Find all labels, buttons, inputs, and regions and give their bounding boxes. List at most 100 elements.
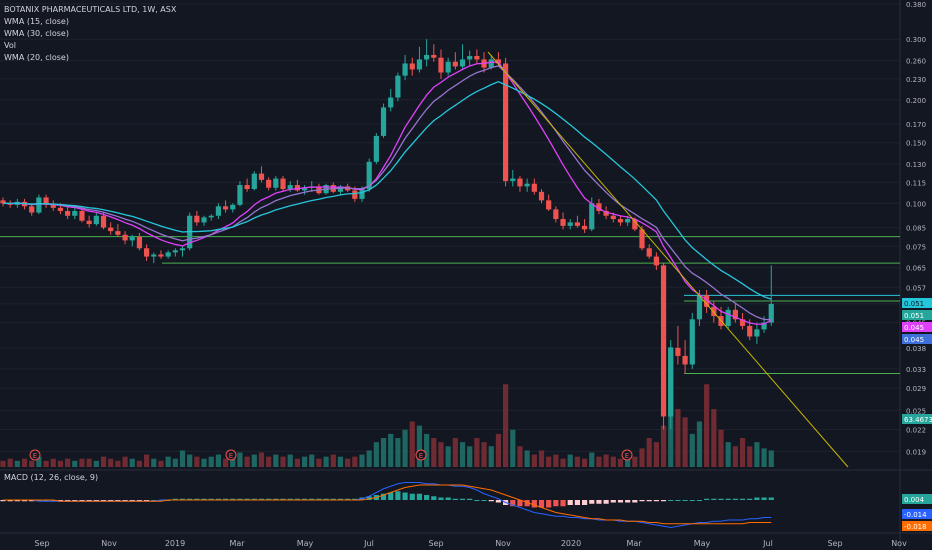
volume-bar [660,425,667,467]
price-tick-label: 0.115 [906,179,926,187]
volume-bar [122,456,128,467]
macd-histogram-bar [732,498,738,500]
earnings-marker-label: E [419,452,423,460]
candle-body [747,325,753,337]
candle-body [739,319,746,326]
candle-body [129,236,135,241]
macd-histogram-bar [337,498,344,500]
volume-bar [560,458,566,467]
volume-bar [524,450,530,467]
legend-wma15[interactable]: WMA (15, close) [4,17,69,26]
price-tick-label: 0.380 [906,1,926,9]
candle-body [668,347,674,417]
macd-histogram-bar [567,500,573,505]
candle-body [208,215,214,218]
volume-bar [696,421,703,467]
volume-bar [675,409,681,467]
price-badge [902,322,932,332]
volume-bar [553,454,559,467]
candle-body [581,225,588,230]
time-axis: Sep Nov 2019 Mar May Jul Sep Nov 2020 Mar May Jul Se… [34,539,907,548]
candle-body [43,197,49,205]
macd-histogram-bar [625,500,631,503]
candle-body [158,254,164,257]
macd-histogram-bar [589,500,595,504]
price-tick-label: 0.150 [906,140,926,148]
candle-body [603,210,609,216]
candle-body [596,203,602,211]
macd-histogram-bar [79,500,85,502]
volume-bar [0,460,6,467]
downtrend-line [487,51,849,468]
price-tick-label: 0.200 [906,97,926,105]
volume-bar [352,456,358,467]
macd-histogram-bar [553,500,559,507]
volume-bar [251,454,257,467]
macd-histogram-bar [65,500,71,502]
volume-bar [531,454,537,467]
volume-bar [603,454,609,467]
volume-bar [373,442,379,467]
macd-legend[interactable]: MACD (12, 26, close, 9) [4,473,99,482]
volume-bar [72,460,78,467]
volume-bar [309,454,315,467]
legend-vol[interactable]: Vol [4,41,16,50]
candle-body [696,295,703,320]
macd-histogram-bar [0,500,6,502]
candle-body [72,210,78,216]
macd-histogram-bar [301,498,308,500]
volume-bar [474,438,480,467]
macd-histogram-bar [431,496,437,500]
candle-body [366,161,372,190]
volume-bar [345,458,351,467]
legend-wma20[interactable]: WMA (20, close) [4,53,69,62]
volume-bar [158,460,164,467]
volume-bar [395,438,401,467]
volume-bar [43,460,49,467]
macd-histogram-bar [517,500,523,507]
candle-body [352,190,358,199]
candle-body [79,210,85,221]
volume-bar [596,456,602,467]
earnings-marker-label: E [229,452,233,460]
candle-body [646,248,652,257]
time-tick-label: 2019 [165,539,185,548]
volume-bar [747,446,753,467]
volume-bar [459,442,466,467]
macd-histogram-bar [151,500,157,501]
macd-histogram-bar [108,500,114,502]
macd-histogram-bar [610,500,616,503]
volume-bar [689,433,695,467]
macd-histogram-bar [29,500,35,502]
volume-bar [725,442,731,467]
candle-body [29,206,35,213]
macd-histogram-bar [129,500,135,502]
price-badge [902,414,932,424]
candle-body [136,236,143,249]
candles [0,39,774,430]
earnings-marker [225,449,237,461]
candle-body [682,355,688,365]
candle-body [179,248,186,251]
legend-wma30[interactable]: WMA (30, close) [4,29,69,38]
macd-histogram-bar [294,498,300,500]
time-tick-label: Nov [891,539,907,548]
volume-bar [546,456,552,467]
volume-bar [179,450,186,467]
volume-bar [266,456,272,467]
candle-body [474,56,480,60]
volume-bar [488,446,494,467]
volume-bar [172,458,178,467]
macd-histogram-bar [258,498,265,500]
volume-bar [201,458,207,467]
macd-histogram-bar [366,496,372,500]
candle-body [452,61,458,67]
price-tick-label: 0.170 [906,121,926,129]
candle-body [402,63,408,76]
macd-histogram-bar [14,500,20,502]
price-tick-label: 0.025 [906,407,926,415]
candle-body [201,217,207,223]
candle-body [725,309,731,326]
volume-bar [768,450,774,467]
